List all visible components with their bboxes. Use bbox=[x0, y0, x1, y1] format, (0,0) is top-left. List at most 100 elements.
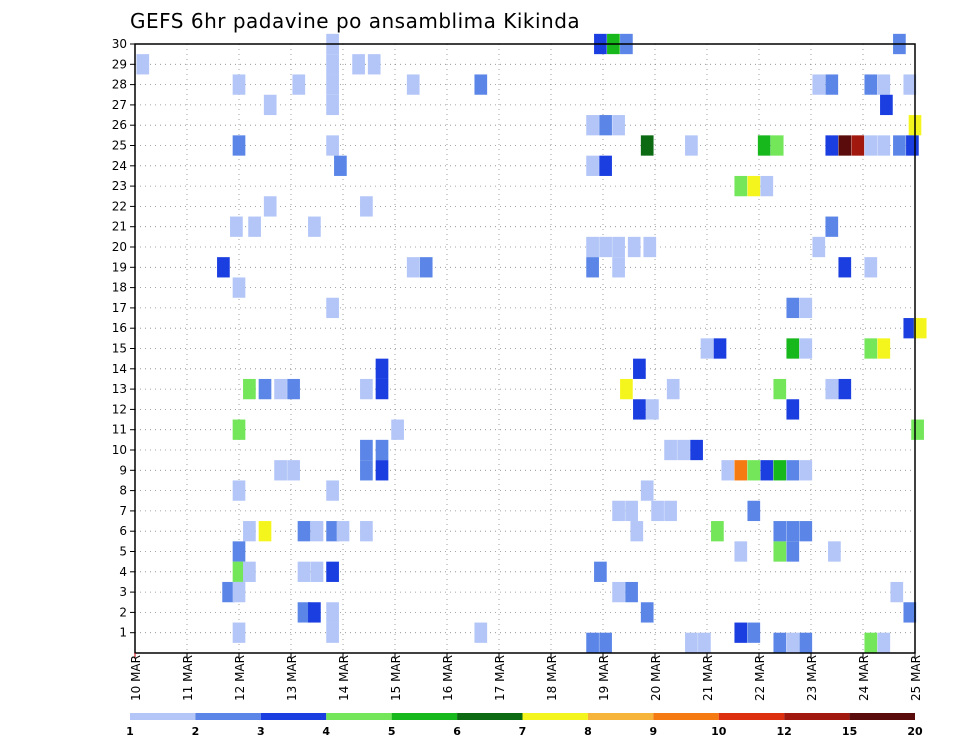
heatmap-cell bbox=[326, 94, 339, 116]
heatmap-cell bbox=[890, 581, 904, 603]
legend-label: 6 bbox=[453, 725, 461, 738]
legend-label: 2 bbox=[192, 725, 200, 738]
heatmap-cell bbox=[825, 216, 839, 237]
x-tick-label: 15 MAR bbox=[389, 655, 403, 701]
legend-label: 12 bbox=[777, 725, 792, 738]
heatmap-cell bbox=[864, 338, 878, 359]
heatmap-cell bbox=[906, 135, 919, 156]
heatmap-cell bbox=[625, 581, 638, 603]
legend-swatch bbox=[522, 713, 588, 720]
heatmap-cell bbox=[586, 257, 599, 278]
heatmap-cell bbox=[232, 480, 246, 501]
heatmap-cell bbox=[880, 94, 893, 116]
heatmap-cell bbox=[700, 338, 714, 359]
heatmap-cell bbox=[612, 236, 625, 258]
heatmap-cell bbox=[326, 297, 339, 319]
heatmap-cell bbox=[643, 236, 657, 258]
heatmap-cell bbox=[217, 257, 230, 278]
heatmap-cell bbox=[685, 135, 698, 156]
legend-swatch bbox=[391, 713, 458, 720]
heatmap-cell bbox=[326, 54, 339, 75]
heatmap-cell bbox=[747, 622, 761, 643]
heatmap-cell bbox=[651, 500, 664, 522]
legend-swatch bbox=[130, 713, 196, 720]
heatmap-cell bbox=[352, 54, 365, 75]
y-tick-label: 21 bbox=[112, 220, 127, 234]
legend-swatch bbox=[653, 713, 719, 720]
heatmap-cell bbox=[773, 460, 787, 481]
heatmap-cell bbox=[258, 521, 272, 542]
heatmap-cell bbox=[786, 399, 800, 420]
heatmap-cell bbox=[326, 561, 339, 582]
heatmap-cell bbox=[594, 561, 607, 582]
heatmap-cell bbox=[612, 500, 625, 522]
y-tick-label: 16 bbox=[112, 321, 127, 335]
heatmap-cell bbox=[232, 561, 246, 582]
heatmap-cell bbox=[287, 378, 300, 400]
heatmap-cell bbox=[248, 216, 261, 237]
legend-swatch bbox=[457, 713, 523, 720]
y-axis-ticks: 1234567891011121314151617181920212223242… bbox=[112, 37, 135, 640]
heatmap-cell bbox=[747, 460, 761, 481]
heatmap-cell bbox=[711, 521, 724, 542]
y-tick-label: 27 bbox=[112, 98, 127, 112]
heatmap-cell bbox=[586, 155, 599, 176]
x-tick-label: 18 MAR bbox=[545, 655, 559, 701]
heatmap-cell bbox=[391, 419, 404, 440]
y-tick-label: 5 bbox=[119, 545, 127, 559]
heatmap-cell bbox=[773, 541, 787, 562]
heatmap-cell bbox=[297, 561, 311, 582]
heatmap-cell bbox=[222, 581, 235, 603]
heatmap-cell bbox=[877, 74, 891, 95]
y-tick-label: 28 bbox=[112, 78, 127, 92]
y-tick-label: 9 bbox=[119, 463, 127, 477]
y-tick-label: 6 bbox=[119, 524, 127, 538]
heatmap-cell bbox=[310, 561, 324, 582]
y-tick-label: 15 bbox=[112, 342, 127, 356]
heatmap-cell bbox=[627, 236, 641, 258]
heatmap-cell bbox=[287, 460, 300, 481]
legend-label: 8 bbox=[584, 725, 592, 738]
y-tick-label: 13 bbox=[112, 382, 127, 396]
heatmap-cell bbox=[230, 216, 243, 237]
legend-swatch bbox=[326, 713, 392, 720]
heatmap-cell bbox=[599, 632, 612, 653]
x-tick-label: 25 MAR bbox=[909, 655, 923, 701]
y-tick-label: 22 bbox=[112, 199, 127, 213]
heatmap-cell bbox=[666, 378, 680, 400]
heatmap-cell bbox=[864, 632, 878, 653]
heatmap-cell bbox=[864, 74, 878, 95]
heatmap-cell bbox=[812, 236, 826, 258]
heatmap-cell bbox=[721, 460, 735, 481]
heatmap-cell bbox=[640, 602, 654, 623]
heatmap-cell bbox=[799, 338, 813, 359]
legend-label: 15 bbox=[842, 725, 857, 738]
x-tick-label: 17 MAR bbox=[493, 655, 507, 701]
heatmap-cell bbox=[136, 54, 150, 75]
heatmap-cell bbox=[308, 216, 321, 237]
heatmap-cell bbox=[799, 297, 813, 319]
y-tick-label: 30 bbox=[112, 37, 127, 51]
heatmap-cell bbox=[664, 439, 677, 461]
heatmap-cell bbox=[851, 135, 865, 156]
heatmap-cell bbox=[799, 521, 813, 542]
heatmap-cell bbox=[625, 500, 638, 522]
heatmap-cell bbox=[326, 74, 339, 95]
legend-label: 3 bbox=[257, 725, 265, 738]
y-tick-label: 12 bbox=[112, 402, 127, 416]
heatmap-cell bbox=[334, 155, 347, 176]
data-cells bbox=[136, 33, 927, 653]
y-tick-label: 19 bbox=[112, 260, 127, 274]
heatmap-cell bbox=[620, 378, 633, 400]
heatmap-cell bbox=[734, 460, 748, 481]
heatmap-cell bbox=[685, 632, 698, 653]
heatmap-cell bbox=[838, 135, 852, 156]
heatmap-cell bbox=[677, 439, 690, 461]
heatmap-cell bbox=[326, 622, 339, 643]
heatmap-cell bbox=[773, 378, 787, 400]
x-tick-label: 20 MAR bbox=[649, 655, 663, 701]
heatmap-cell bbox=[825, 74, 839, 95]
heatmap-cell bbox=[633, 358, 646, 379]
legend-label: 5 bbox=[388, 725, 396, 738]
heatmap-cell bbox=[375, 460, 389, 481]
